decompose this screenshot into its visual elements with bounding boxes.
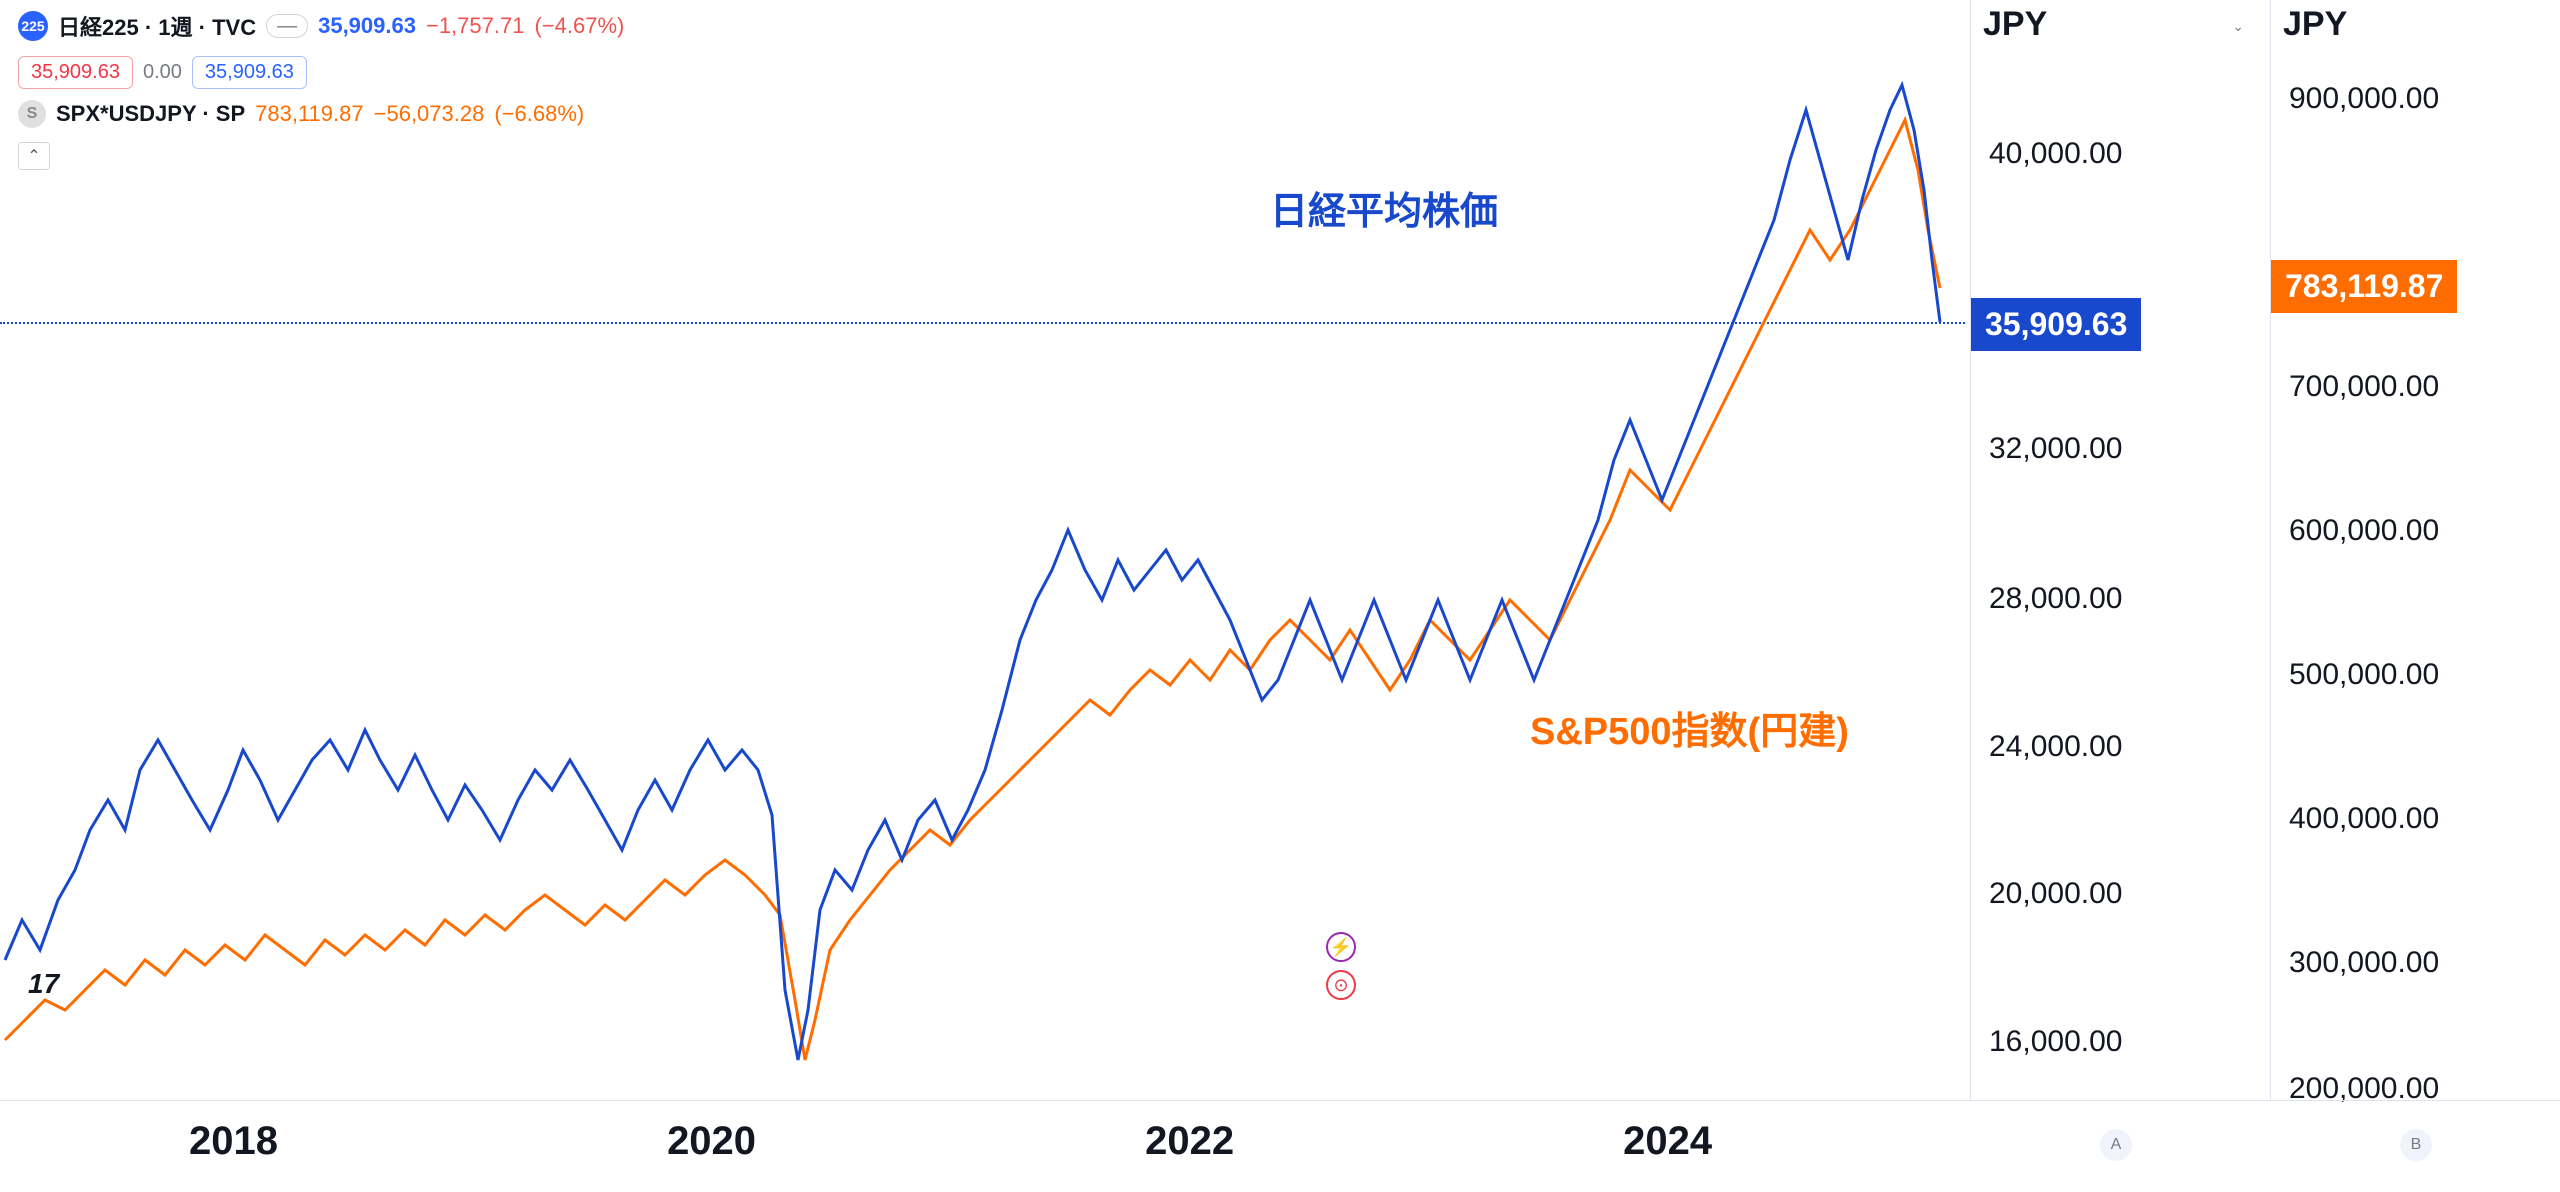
chevron-down-icon[interactable]: ⌄ <box>2232 18 2244 35</box>
axis-a-tick: 40,000.00 <box>1989 137 2122 171</box>
time-axis-tick: 2018 <box>189 1119 278 1164</box>
time-axis[interactable]: 2018 2020 2022 2024 A B <box>0 1100 2560 1192</box>
time-axis-tick: 2020 <box>667 1119 756 1164</box>
axis-b-tick: 300,000.00 <box>2289 946 2439 980</box>
axis-a-tick: 32,000.00 <box>1989 432 2122 466</box>
lightning-icon[interactable]: ⚡ <box>1326 932 1356 962</box>
tradingview-logo-icon[interactable]: ‎17 <box>28 968 59 1000</box>
chart-tool-icons: ⚡ ⊙ <box>1326 932 1356 1000</box>
axis-b-tick: 600,000.00 <box>2289 514 2439 548</box>
scale-badge-b[interactable]: B <box>2400 1129 2432 1161</box>
axis-b-tick: 900,000.00 <box>2289 82 2439 116</box>
axis-b-label: JPY <box>2283 5 2347 44</box>
scale-badge-a[interactable]: A <box>2100 1129 2132 1161</box>
axis-b-tick: 400,000.00 <box>2289 802 2439 836</box>
price-axis-b[interactable]: JPY 900,000.00 700,000.00 600,000.00 500,00… <box>2270 0 2560 1100</box>
axis-a-tick: 20,000.00 <box>1989 877 2122 911</box>
chart-area[interactable]: 日経平均株価 S&P500指数(円建) ‎17 ⚡ ⊙ <box>0 0 1960 1100</box>
target-icon[interactable]: ⊙ <box>1326 970 1356 1000</box>
time-axis-tick: 2022 <box>1145 1119 1234 1164</box>
axis-b-tick: 500,000.00 <box>2289 658 2439 692</box>
series2-annotation: S&P500指数(円建) <box>1530 700 1849 755</box>
time-axis-tick: 2024 <box>1623 1119 1712 1164</box>
series2-line <box>5 120 1940 1060</box>
axis-b-current-price: 783,119.87 <box>2271 260 2457 313</box>
price-axis-a[interactable]: JPY ⌄ 40,000.00 32,000.00 28,000.00 24,000.… <box>1970 0 2260 1100</box>
chart-svg <box>0 0 1960 1100</box>
series1-line <box>5 85 1940 1060</box>
axis-a-current-price: 35,909.63 <box>1971 298 2141 351</box>
series1-annotation: 日経平均株価 <box>1270 180 1498 235</box>
axis-a-tick: 24,000.00 <box>1989 730 2122 764</box>
axis-b-tick: 700,000.00 <box>2289 370 2439 404</box>
axis-a-tick: 28,000.00 <box>1989 582 2122 616</box>
axis-a-label: JPY <box>1983 5 2047 44</box>
axis-a-tick: 16,000.00 <box>1989 1025 2122 1059</box>
